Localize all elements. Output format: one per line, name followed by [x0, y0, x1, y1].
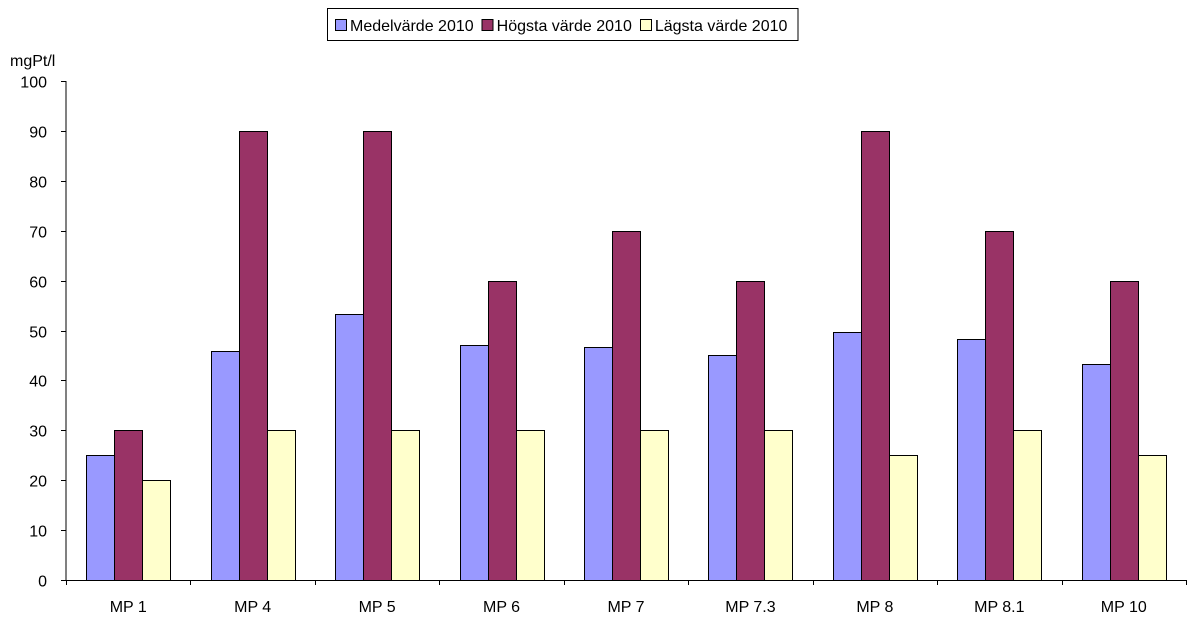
bar: [889, 455, 918, 581]
bar: [612, 231, 641, 581]
legend-swatch: [639, 19, 652, 31]
bar: [1082, 364, 1111, 581]
bar: [239, 131, 268, 581]
bar: [833, 332, 862, 581]
y-tick-label: 20: [29, 474, 47, 491]
y-axis-unit-label: mgPt/l: [10, 53, 55, 70]
bar: [1013, 430, 1042, 581]
x-tick-label: MP 1: [110, 599, 147, 616]
x-tick-label: MP 7.3: [725, 599, 776, 616]
y-tick-label: 90: [29, 125, 47, 142]
legend-label: Lägsta värde 2010: [655, 18, 788, 35]
bar: [736, 281, 765, 581]
x-tick-label: MP 5: [359, 599, 396, 616]
bar: [861, 131, 890, 581]
bar: [114, 430, 143, 581]
y-tick-label: 100: [20, 75, 47, 92]
bar: [391, 430, 420, 581]
legend-swatch: [335, 19, 347, 31]
x-tick-label: MP 4: [234, 599, 271, 616]
bar: [267, 430, 296, 581]
plot-area: [86, 131, 1167, 581]
legend-label: Medelvärde 2010: [350, 18, 474, 35]
legend-label: Högsta värde 2010: [497, 18, 632, 35]
y-tick-label: 50: [29, 325, 47, 342]
x-axis: MP 1 MP 4 MP 5 MP 6 MP 7 MP 7.3 MP 8 MP 8.1 MP 1…: [66, 580, 1187, 616]
bar: [142, 480, 171, 581]
y-tick-label: 30: [29, 424, 47, 441]
y-tick-label: 60: [29, 275, 47, 292]
x-tick-label: MP 6: [483, 599, 520, 616]
y-tick-label: 80: [29, 175, 47, 192]
bar: [211, 351, 240, 581]
bar: [985, 231, 1014, 581]
y-tick-label: 70: [29, 225, 47, 242]
legend-box: [327, 8, 799, 41]
bar: [335, 314, 364, 581]
legend-swatch: [481, 19, 494, 31]
y-tick-label: 0: [38, 574, 47, 591]
x-tick-label: MP 8: [856, 599, 893, 616]
bar: [708, 355, 737, 581]
bar: [1138, 455, 1167, 581]
bar: [584, 347, 613, 581]
x-tick-label: MP 7: [607, 599, 644, 616]
y-axis: 0 10 20 30 40 50 60 70 80 90 100: [20, 75, 67, 591]
x-tick-label: MP 8.1: [974, 599, 1025, 616]
y-tick-label: 40: [29, 374, 47, 391]
bar: [86, 455, 115, 581]
legend: Medelvärde 2010 Högsta värde 2010 Lägsta v…: [327, 8, 799, 41]
bar: [488, 281, 517, 581]
bar: [957, 339, 986, 581]
bar: [640, 430, 669, 581]
y-tick-label: 10: [29, 524, 47, 541]
bar: [764, 430, 793, 581]
bar: [460, 345, 489, 581]
bar: [1110, 281, 1139, 581]
x-tick-label: MP 10: [1101, 599, 1147, 616]
bar: [516, 430, 545, 581]
bar: [363, 131, 392, 581]
